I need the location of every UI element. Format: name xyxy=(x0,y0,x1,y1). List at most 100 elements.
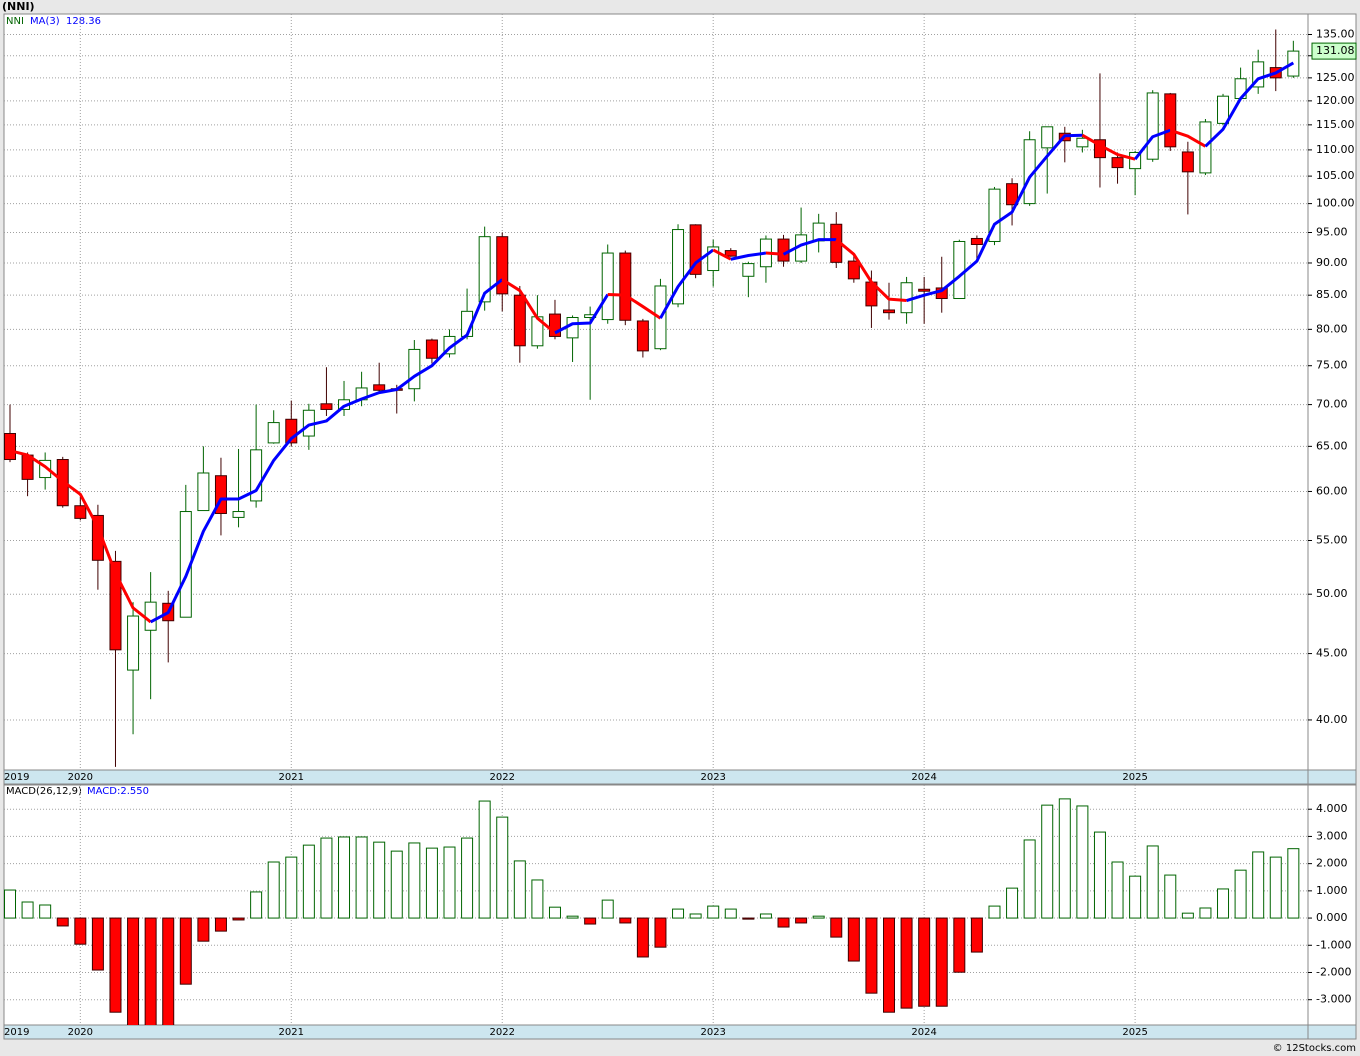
macd-bar xyxy=(935,917,948,1007)
ma-line xyxy=(501,278,556,335)
macd-bar xyxy=(197,917,210,942)
axes: 40.00 45.00 50.00 55.00 60.00 65.00 70.00 75.00… xyxy=(4,27,1357,1038)
y-tick-label: 1.000 xyxy=(1316,884,1348,897)
x-tick-label: 2023 xyxy=(700,772,725,783)
macd-bar xyxy=(373,841,386,919)
x-tick-label: 2020 xyxy=(68,772,93,783)
y-tick-label: 70.00 xyxy=(1316,398,1348,411)
candle-body xyxy=(4,432,16,461)
macd-bar xyxy=(1146,845,1159,919)
chart-title: (NNI) xyxy=(2,0,35,13)
x-tick-label: 2020 xyxy=(68,1027,93,1038)
y-tick-label: 4.000 xyxy=(1316,802,1348,815)
macd-bar xyxy=(531,879,544,919)
ma-line xyxy=(9,449,152,624)
macd-bar xyxy=(390,850,403,919)
macd-bar xyxy=(584,917,597,925)
x-tick-label: 2022 xyxy=(490,772,515,783)
macd-bar xyxy=(1199,907,1212,919)
ma-line xyxy=(782,238,837,256)
y-tick-label: -2.000 xyxy=(1316,965,1351,978)
x-tick-label: 2021 xyxy=(279,772,304,783)
y-tick-label: 55.00 xyxy=(1316,533,1348,546)
macd-bar xyxy=(1287,848,1300,919)
macd-bar xyxy=(39,904,52,919)
macd-bar xyxy=(1058,798,1071,919)
x-tick-label: 2025 xyxy=(1122,1027,1147,1038)
ma-line xyxy=(765,251,784,256)
macd-bar xyxy=(918,917,931,1007)
candle-body xyxy=(408,348,421,390)
candle-body xyxy=(1252,61,1265,88)
macd-bar xyxy=(795,917,808,924)
ma-line xyxy=(607,293,662,320)
macd-bar xyxy=(56,917,69,927)
candle-body xyxy=(601,252,614,321)
candle-body xyxy=(285,418,298,444)
macd-bar xyxy=(759,913,772,919)
y-tick-label: 50.00 xyxy=(1316,587,1348,600)
macd-bar xyxy=(461,837,474,919)
y-tick-label: 2.000 xyxy=(1316,857,1348,870)
y-tick-label: 65.00 xyxy=(1316,439,1348,452)
macd-bar xyxy=(900,917,913,1009)
price-plot xyxy=(4,14,1308,770)
candle-body xyxy=(1129,151,1142,170)
y-tick-label: 90.00 xyxy=(1316,256,1348,269)
y-tick-label: 40.00 xyxy=(1316,713,1348,726)
candle-body xyxy=(496,236,509,295)
candle-body xyxy=(988,188,1001,242)
y-tick-label: 125.00 xyxy=(1316,71,1355,84)
y-tick-label: 3.000 xyxy=(1316,829,1348,842)
candle-body xyxy=(74,505,87,519)
macd-bar xyxy=(636,917,649,958)
macd-bar xyxy=(513,860,526,919)
macd-bar xyxy=(320,837,333,919)
macd-bar xyxy=(812,915,825,919)
candle-body xyxy=(672,229,685,305)
x-tick-label: 2025 xyxy=(1122,772,1147,783)
ma-line xyxy=(906,133,1083,302)
macd-bar xyxy=(1041,804,1054,919)
macd-bar xyxy=(144,917,157,1025)
candle-body xyxy=(918,288,931,292)
macd-bar xyxy=(1093,831,1106,919)
macd-bar xyxy=(443,846,456,919)
y-tick-label: 120.00 xyxy=(1316,94,1355,107)
macd-bar xyxy=(970,917,983,953)
ma-line xyxy=(149,278,504,624)
macd-bar xyxy=(742,917,755,920)
macd-bar xyxy=(654,917,667,948)
macd-bar xyxy=(1164,874,1177,919)
ma-line xyxy=(835,238,907,303)
macd-bar xyxy=(707,905,720,919)
candle-body xyxy=(1181,151,1194,173)
macd-bar xyxy=(214,917,227,932)
macd-bar xyxy=(232,917,245,921)
macd-bar xyxy=(1076,805,1089,919)
y-tick-label: 80.00 xyxy=(1316,322,1348,335)
x-tick-label: 2022 xyxy=(490,1027,515,1038)
y-tick-label: -1.000 xyxy=(1316,938,1351,951)
macd-bar xyxy=(1023,839,1036,919)
ma-line xyxy=(1081,133,1136,161)
x-tick-label: 2024 xyxy=(911,1027,936,1038)
candle-body xyxy=(900,282,913,314)
x-tick-label: 2021 xyxy=(279,1027,304,1038)
candle-body xyxy=(566,316,579,339)
y-tick-label: 60.00 xyxy=(1316,484,1348,497)
ma-line xyxy=(554,293,609,335)
candle-body xyxy=(636,320,649,352)
candle-body xyxy=(1076,137,1089,148)
ma-line xyxy=(659,248,715,319)
ma-line xyxy=(1133,128,1171,161)
candle-body xyxy=(127,615,140,671)
macd-bar xyxy=(1006,887,1019,919)
candle-body xyxy=(548,313,561,337)
macd-bar xyxy=(548,906,561,919)
macd-bar xyxy=(74,917,87,945)
macd-bar xyxy=(355,836,368,919)
x-tick-label: 2019 xyxy=(4,772,29,783)
y-tick-label: -3.000 xyxy=(1316,993,1351,1006)
macd-bar xyxy=(865,917,878,994)
